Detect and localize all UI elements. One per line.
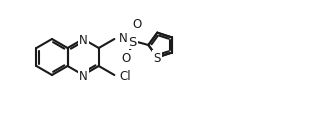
Text: S: S [154, 51, 161, 64]
Text: Cl: Cl [119, 69, 131, 82]
Text: N: N [79, 33, 88, 46]
Text: NH: NH [119, 32, 137, 45]
Text: O: O [133, 18, 142, 31]
Text: S: S [154, 51, 161, 64]
Text: S: S [128, 35, 136, 48]
Text: N: N [79, 69, 88, 82]
Text: O: O [122, 52, 131, 65]
